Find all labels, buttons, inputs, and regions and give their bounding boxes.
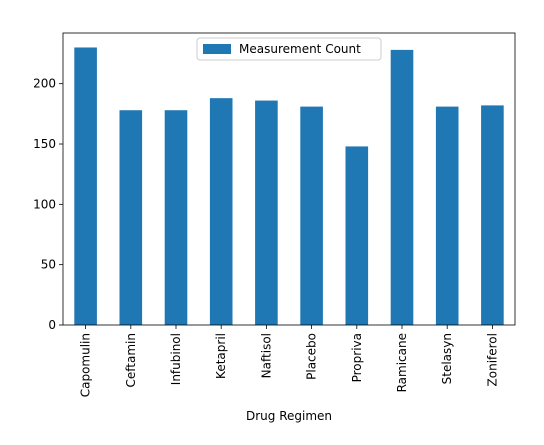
x-tick-label: Ramicane [395, 333, 409, 392]
x-tick-label: Naftisol [259, 333, 273, 378]
bar-ketapril [209, 98, 233, 325]
x-axis-label: Drug Regimen [246, 409, 332, 423]
bar-placebo [300, 106, 323, 325]
x-tick-label: Propriva [350, 333, 364, 382]
bar-ramicane [390, 49, 414, 325]
legend-label: Measurement Count [239, 42, 361, 56]
bars-group [74, 47, 504, 325]
bar-ceftamin [119, 110, 143, 325]
bar-propriva [345, 146, 369, 325]
y-tick-label: 0 [48, 318, 56, 332]
y-tick-label: 50 [41, 258, 56, 272]
plot-frame [62, 32, 516, 326]
x-tick-label: Infubinol [169, 333, 183, 385]
bar-infubinol [164, 110, 188, 325]
legend-box [196, 37, 382, 61]
x-tick-label: Zoniferol [485, 333, 499, 386]
bar-naftisol [255, 100, 278, 325]
x-tick-label: Capomulin [79, 333, 93, 397]
bar-capomulin [74, 47, 97, 325]
y-tick-label: 200 [33, 77, 56, 91]
x-tick-label: Placebo [305, 333, 319, 380]
legend-swatch [203, 44, 231, 54]
bar-zoniferol [481, 105, 504, 325]
x-axis: Capomulin Ceftamin Infubinol Ketapril Naftis… [79, 325, 499, 397]
y-tick-label: 100 [33, 197, 56, 211]
x-tick-label: Stelasyn [440, 333, 454, 384]
x-tick-label: Ketapril [214, 333, 228, 379]
legend: Measurement Count [196, 37, 382, 61]
bar-stelasyn [435, 106, 459, 325]
y-axis: 0 50 100 150 200 [33, 77, 63, 332]
x-tick-label: Ceftamin [124, 333, 138, 387]
y-tick-label: 150 [33, 137, 56, 151]
